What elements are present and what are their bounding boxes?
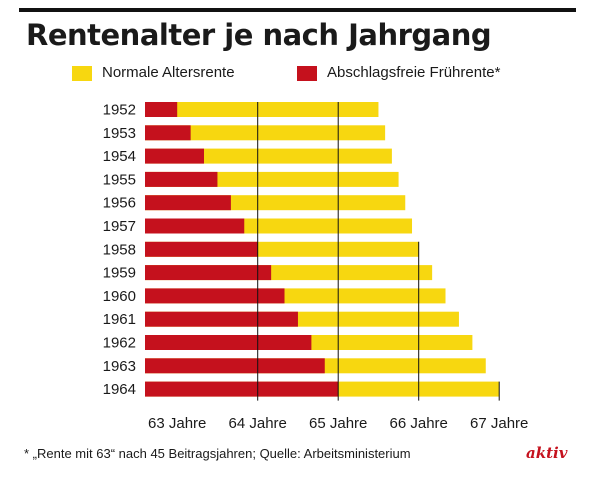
legend-label-early: Abschlagsfreie Frührente* <box>327 64 501 81</box>
y-label-1952: 1952 <box>103 102 136 119</box>
x-tick-65: 65 Jahre <box>309 415 367 432</box>
bar-early-1964 <box>145 381 339 397</box>
bar-early-1955 <box>145 171 218 187</box>
legend-label-normal: Normale Altersrente <box>102 64 235 81</box>
brand-logo: aktiv <box>526 444 568 462</box>
bar-early-1956 <box>145 195 231 211</box>
bar-early-1952 <box>145 102 178 117</box>
y-label-1959: 1959 <box>103 265 136 282</box>
bar-early-1954 <box>145 148 205 164</box>
bar-early-1957 <box>145 218 245 234</box>
y-label-1958: 1958 <box>103 241 136 258</box>
top-rule <box>19 8 576 12</box>
x-tick-67: 67 Jahre <box>470 415 528 432</box>
x-tick-63: 63 Jahre <box>148 415 206 432</box>
legend-swatch-early <box>297 66 317 81</box>
bar-early-1958 <box>145 241 258 257</box>
x-tick-64: 64 Jahre <box>229 415 287 432</box>
y-label-1960: 1960 <box>103 288 136 305</box>
y-label-1953: 1953 <box>103 125 136 142</box>
y-label-1962: 1962 <box>103 335 136 352</box>
bar-early-1953 <box>145 125 191 141</box>
y-label-1955: 1955 <box>103 171 136 188</box>
y-label-1957: 1957 <box>103 218 136 235</box>
bar-early-1962 <box>145 335 312 350</box>
bar-early-1960 <box>145 288 285 304</box>
bar-chart: 1952 1953 1954 1955 1956 1957 1958 1959 1960 1961… <box>103 102 529 433</box>
y-label-1963: 1963 <box>103 358 136 375</box>
bar-normal-1953 <box>145 125 386 141</box>
bar-early-1959 <box>145 265 272 281</box>
y-label-1964: 1964 <box>103 381 136 398</box>
chart-title: Rentenalter je nach Jahrgang <box>26 18 492 52</box>
x-tick-66: 66 Jahre <box>390 415 448 432</box>
bar-normal-1952 <box>145 102 379 117</box>
footnote: * „Rente mit 63“ nach 45 Beitragsjahren;… <box>24 446 411 461</box>
y-label-1954: 1954 <box>103 148 136 165</box>
y-label-1956: 1956 <box>103 195 136 212</box>
bar-early-1961 <box>145 311 298 327</box>
y-label-1961: 1961 <box>103 311 136 328</box>
bar-normal-1954 <box>145 148 392 164</box>
legend-swatch-normal <box>72 66 92 81</box>
bar-early-1963 <box>145 358 325 374</box>
